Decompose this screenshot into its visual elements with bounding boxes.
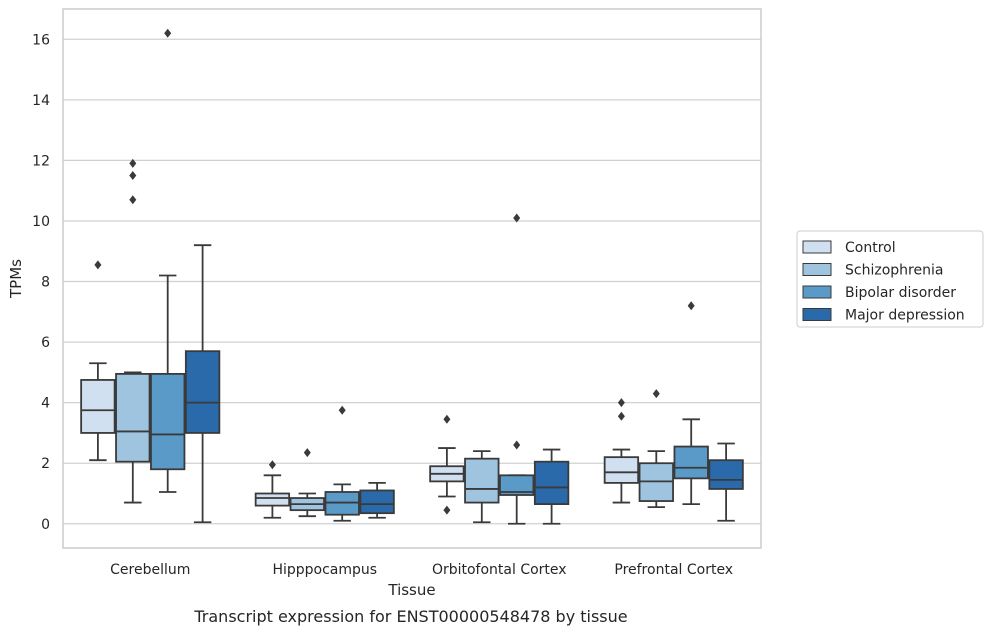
figure-caption: Transcript expression for ENST0000054847… <box>193 607 627 626</box>
x-tick-label: Cerebellum <box>110 562 190 578</box>
outlier-point <box>268 460 276 470</box>
y-tick-label: 2 <box>41 456 50 472</box>
box-body <box>184 350 221 434</box>
legend-item: Control <box>802 240 896 256</box>
outlier-point <box>129 158 137 168</box>
y-tick-label: 14 <box>32 93 50 109</box>
box-0-1 <box>115 158 151 504</box>
box-body <box>708 459 744 490</box>
y-axis-label: TPMs <box>7 259 25 299</box>
box-1-3 <box>359 481 395 519</box>
outlier-point <box>443 505 451 515</box>
box-body <box>254 492 291 507</box>
box-body <box>464 457 500 504</box>
x-tick-label: Prefrontal Cortex <box>614 562 733 578</box>
box-0-2 <box>150 28 186 493</box>
box-body <box>533 460 570 505</box>
y-tick-label: 12 <box>32 153 50 169</box>
x-tick-label: Orbitofontal Cortex <box>432 562 567 578</box>
outlier-point <box>652 389 660 399</box>
legend-swatch <box>802 285 832 299</box>
box-3-1 <box>638 389 674 509</box>
box-2-2 <box>499 213 535 525</box>
outlier-point <box>129 171 137 181</box>
legend-item: Bipolar disorder <box>802 285 956 301</box>
box-0-0 <box>80 260 116 462</box>
box-1-1 <box>289 448 325 518</box>
box-body <box>673 445 709 480</box>
legend-swatch <box>802 263 832 276</box>
y-tick-label: 16 <box>32 32 50 48</box>
box-body <box>115 372 151 463</box>
box-1-2 <box>324 405 360 522</box>
outlier-point <box>513 213 521 223</box>
box-2-1 <box>464 450 500 524</box>
box-body <box>150 372 186 471</box>
outlier-point <box>617 398 625 408</box>
y-tick-label: 0 <box>41 517 50 533</box>
outlier-point <box>687 301 695 311</box>
legend-label: Schizophrenia <box>845 263 943 279</box>
y-tick-label: 6 <box>41 335 50 351</box>
box-3-2 <box>673 301 709 505</box>
legend-swatch <box>802 308 832 321</box>
box-3-3 <box>708 442 744 522</box>
x-axis-ticks: Cerebellum Hipppocampus Orbitofontal Corte… <box>110 562 733 578</box>
box-3-0 <box>603 398 640 504</box>
box-0-3 <box>184 244 221 524</box>
box-2-3 <box>533 448 570 525</box>
box-body <box>80 379 116 434</box>
legend-frame <box>796 230 984 328</box>
legend-label: Control <box>845 240 896 256</box>
outlier-point <box>164 28 172 38</box>
box-body <box>603 456 640 484</box>
outlier-point <box>129 195 137 205</box>
box-2-0 <box>429 414 465 515</box>
box-body <box>499 474 535 496</box>
outlier-point <box>513 440 521 450</box>
y-tick-label: 8 <box>41 275 50 291</box>
legend-item: Major depression <box>802 308 965 324</box>
legend-label: Bipolar disorder <box>845 285 956 301</box>
legend-label: Major depression <box>845 308 965 324</box>
y-tick-label: 10 <box>32 214 50 230</box>
outlier-point <box>94 260 102 270</box>
x-tick-label: Hipppocampus <box>272 562 377 578</box>
x-axis-label: Tissue <box>387 581 435 599</box>
legend-item: Schizophrenia <box>802 263 943 279</box>
outlier-point <box>303 448 311 458</box>
outlier-point <box>338 405 346 415</box>
box-plots <box>80 28 744 525</box>
y-tick-label: 4 <box>41 396 50 412</box>
plot-frame <box>62 8 762 549</box>
y-axis-ticks: 0 2 4 6 8 10 12 14 16 <box>32 32 50 532</box>
outlier-point <box>617 411 625 421</box>
legend-swatch <box>802 240 832 254</box>
outlier-point <box>443 414 451 424</box>
legend: Control Schizophrenia Bipolar disorder Majo… <box>796 230 984 328</box>
box-body <box>359 489 395 515</box>
box-1-0 <box>254 460 291 519</box>
